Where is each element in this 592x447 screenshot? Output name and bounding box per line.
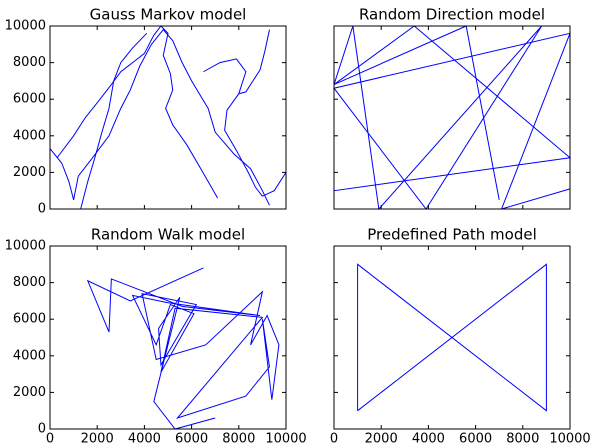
trajectory <box>80 32 148 210</box>
y-tick-label: 2000 <box>13 165 46 180</box>
x-tick-label: 4000 <box>412 432 445 447</box>
subplot-title: Predefined Path model <box>367 226 537 244</box>
y-tick-label: 2000 <box>13 385 46 400</box>
x-tick-label: 2000 <box>365 432 398 447</box>
x-tick-label: 0 <box>330 432 338 447</box>
trajectory <box>238 29 270 95</box>
x-tick-label: 10000 <box>265 432 306 447</box>
y-tick-label: 6000 <box>13 92 46 107</box>
y-tick-label: 4000 <box>13 128 46 143</box>
trajectory <box>333 25 572 211</box>
y-tick-label: 0 <box>38 202 46 217</box>
x-tick-label: 2000 <box>81 432 114 447</box>
subplot-title: Random Walk model <box>91 226 245 244</box>
axes-frame <box>49 25 287 210</box>
x-tick-label: 10000 <box>549 432 590 447</box>
trajectory <box>56 25 218 199</box>
y-tick-label: 4000 <box>13 348 46 363</box>
y-tick-label: 10000 <box>5 239 46 254</box>
y-tick-label: 0 <box>38 422 46 437</box>
subplot-title: Gauss Markov model <box>90 6 247 24</box>
y-tick-label: 8000 <box>13 55 46 70</box>
subplot-title: Random Direction model <box>359 6 545 24</box>
trajectory <box>86 267 280 430</box>
y-tick-label: 8000 <box>13 275 46 290</box>
x-tick-label: 8000 <box>222 432 255 447</box>
x-tick-label: 6000 <box>459 432 492 447</box>
x-tick-label: 6000 <box>175 432 208 447</box>
trajectory <box>357 263 547 412</box>
y-tick-label: 10000 <box>5 19 46 34</box>
trajectory <box>203 58 287 197</box>
axes-frame <box>49 245 287 430</box>
x-tick-label: 8000 <box>506 432 539 447</box>
axes-frame <box>333 245 571 430</box>
axes-frame <box>333 25 571 210</box>
y-tick-label: 6000 <box>13 312 46 327</box>
trajectory <box>49 28 270 206</box>
x-tick-label: 4000 <box>128 432 161 447</box>
x-tick-label: 0 <box>46 432 54 447</box>
